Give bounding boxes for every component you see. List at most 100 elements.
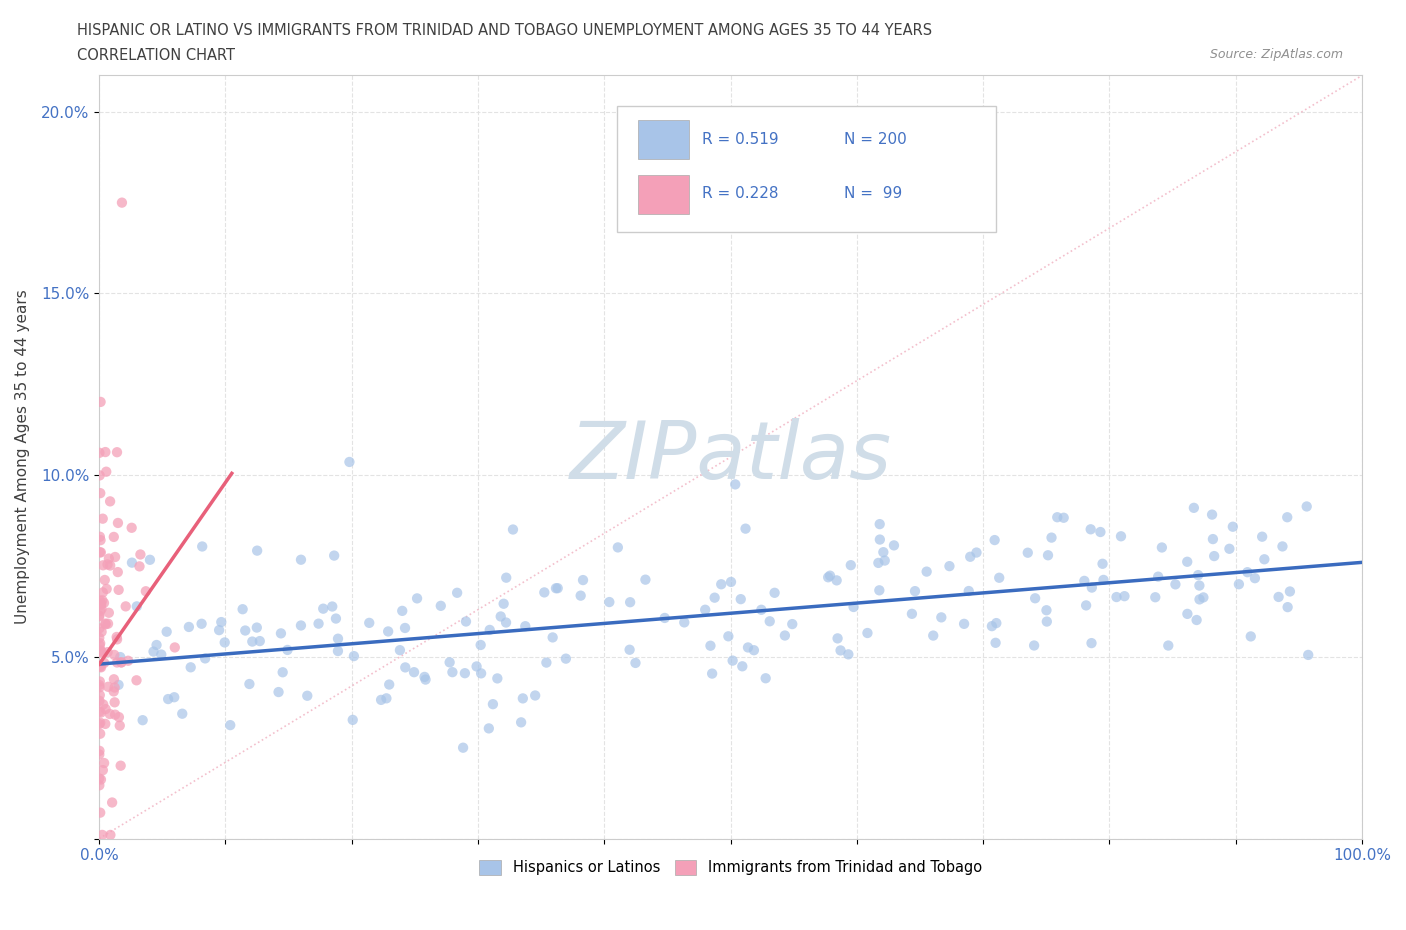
Point <box>91 512 114 526</box>
Point <box>191 539 214 554</box>
Point <box>89 726 111 741</box>
Point <box>89 609 111 624</box>
Point <box>114 599 136 614</box>
Point <box>720 575 742 590</box>
Point <box>872 545 894 560</box>
Point <box>190 617 212 631</box>
Point <box>492 596 515 611</box>
Point <box>104 550 127 565</box>
Point <box>91 763 114 777</box>
Point <box>1204 549 1226 564</box>
Text: N = 200: N = 200 <box>844 132 907 148</box>
Point <box>89 636 111 651</box>
Point <box>107 582 129 597</box>
Point <box>271 665 294 680</box>
Point <box>290 618 312 633</box>
Point <box>931 610 953 625</box>
Point <box>515 618 537 633</box>
Point <box>326 631 349 646</box>
Text: ZIPatlas: ZIPatlas <box>569 418 891 496</box>
Point <box>107 565 129 579</box>
Point <box>343 648 366 663</box>
Point <box>89 604 111 618</box>
Point <box>439 655 461 670</box>
Point <box>544 581 567 596</box>
Point <box>1175 554 1198 569</box>
Point <box>150 647 173 662</box>
Point <box>842 600 865 615</box>
Point <box>512 691 534 706</box>
Point <box>755 671 778 685</box>
Point <box>830 643 852 658</box>
Point <box>1253 551 1275 566</box>
Point <box>825 573 848 588</box>
Point <box>377 624 399 639</box>
Point <box>938 559 960 574</box>
Point <box>413 670 436 684</box>
Point <box>135 584 157 599</box>
Point <box>402 665 425 680</box>
Point <box>163 640 186 655</box>
Point <box>98 494 121 509</box>
Point <box>988 570 1011 585</box>
Point <box>730 591 752 606</box>
Point <box>388 643 411 658</box>
Point <box>619 643 641 658</box>
Point <box>495 615 517 630</box>
Point <box>111 195 134 210</box>
Point <box>486 671 509 685</box>
Point <box>922 628 945 643</box>
Point <box>89 777 111 792</box>
Point <box>94 617 117 631</box>
Point <box>96 464 118 479</box>
Point <box>180 660 202 675</box>
Point <box>606 540 628 555</box>
Point <box>1188 578 1211 593</box>
Point <box>246 620 269 635</box>
Point <box>446 585 468 600</box>
Point <box>710 577 733 591</box>
Text: R = 0.228: R = 0.228 <box>702 186 778 201</box>
Point <box>1040 530 1063 545</box>
Point <box>93 656 115 671</box>
Point <box>904 584 927 599</box>
Point <box>673 615 696 630</box>
Point <box>297 688 319 703</box>
Text: N =  99: N = 99 <box>844 186 903 201</box>
Point <box>172 706 194 721</box>
Point <box>734 521 756 536</box>
Point <box>89 678 111 693</box>
Legend: Hispanics or Latinos, Immigrants from Trinidad and Tobago: Hispanics or Latinos, Immigrants from Tr… <box>474 854 988 881</box>
Point <box>869 517 891 532</box>
Point <box>339 455 361 470</box>
Point <box>1164 577 1187 591</box>
Point <box>1157 638 1180 653</box>
Point <box>267 684 290 699</box>
Point <box>325 611 347 626</box>
Point <box>1218 541 1240 556</box>
Point <box>1092 573 1115 588</box>
Point <box>89 658 111 673</box>
Point <box>105 445 128 459</box>
Point <box>246 543 269 558</box>
Point <box>131 712 153 727</box>
Point <box>1295 499 1317 514</box>
Point <box>533 585 555 600</box>
Point <box>157 692 180 707</box>
Point <box>957 584 980 599</box>
Point <box>208 623 231 638</box>
Point <box>1091 556 1114 571</box>
Point <box>312 601 335 616</box>
Point <box>91 585 114 600</box>
Point <box>89 659 111 674</box>
Y-axis label: Unemployment Among Ages 35 to 44 years: Unemployment Among Ages 35 to 44 years <box>15 289 30 624</box>
Point <box>90 597 112 612</box>
Point <box>156 624 179 639</box>
Point <box>97 679 120 694</box>
Point <box>125 599 148 614</box>
Point <box>89 771 111 786</box>
Point <box>375 691 398 706</box>
Point <box>342 712 364 727</box>
Point <box>1114 589 1136 604</box>
Point <box>89 533 111 548</box>
